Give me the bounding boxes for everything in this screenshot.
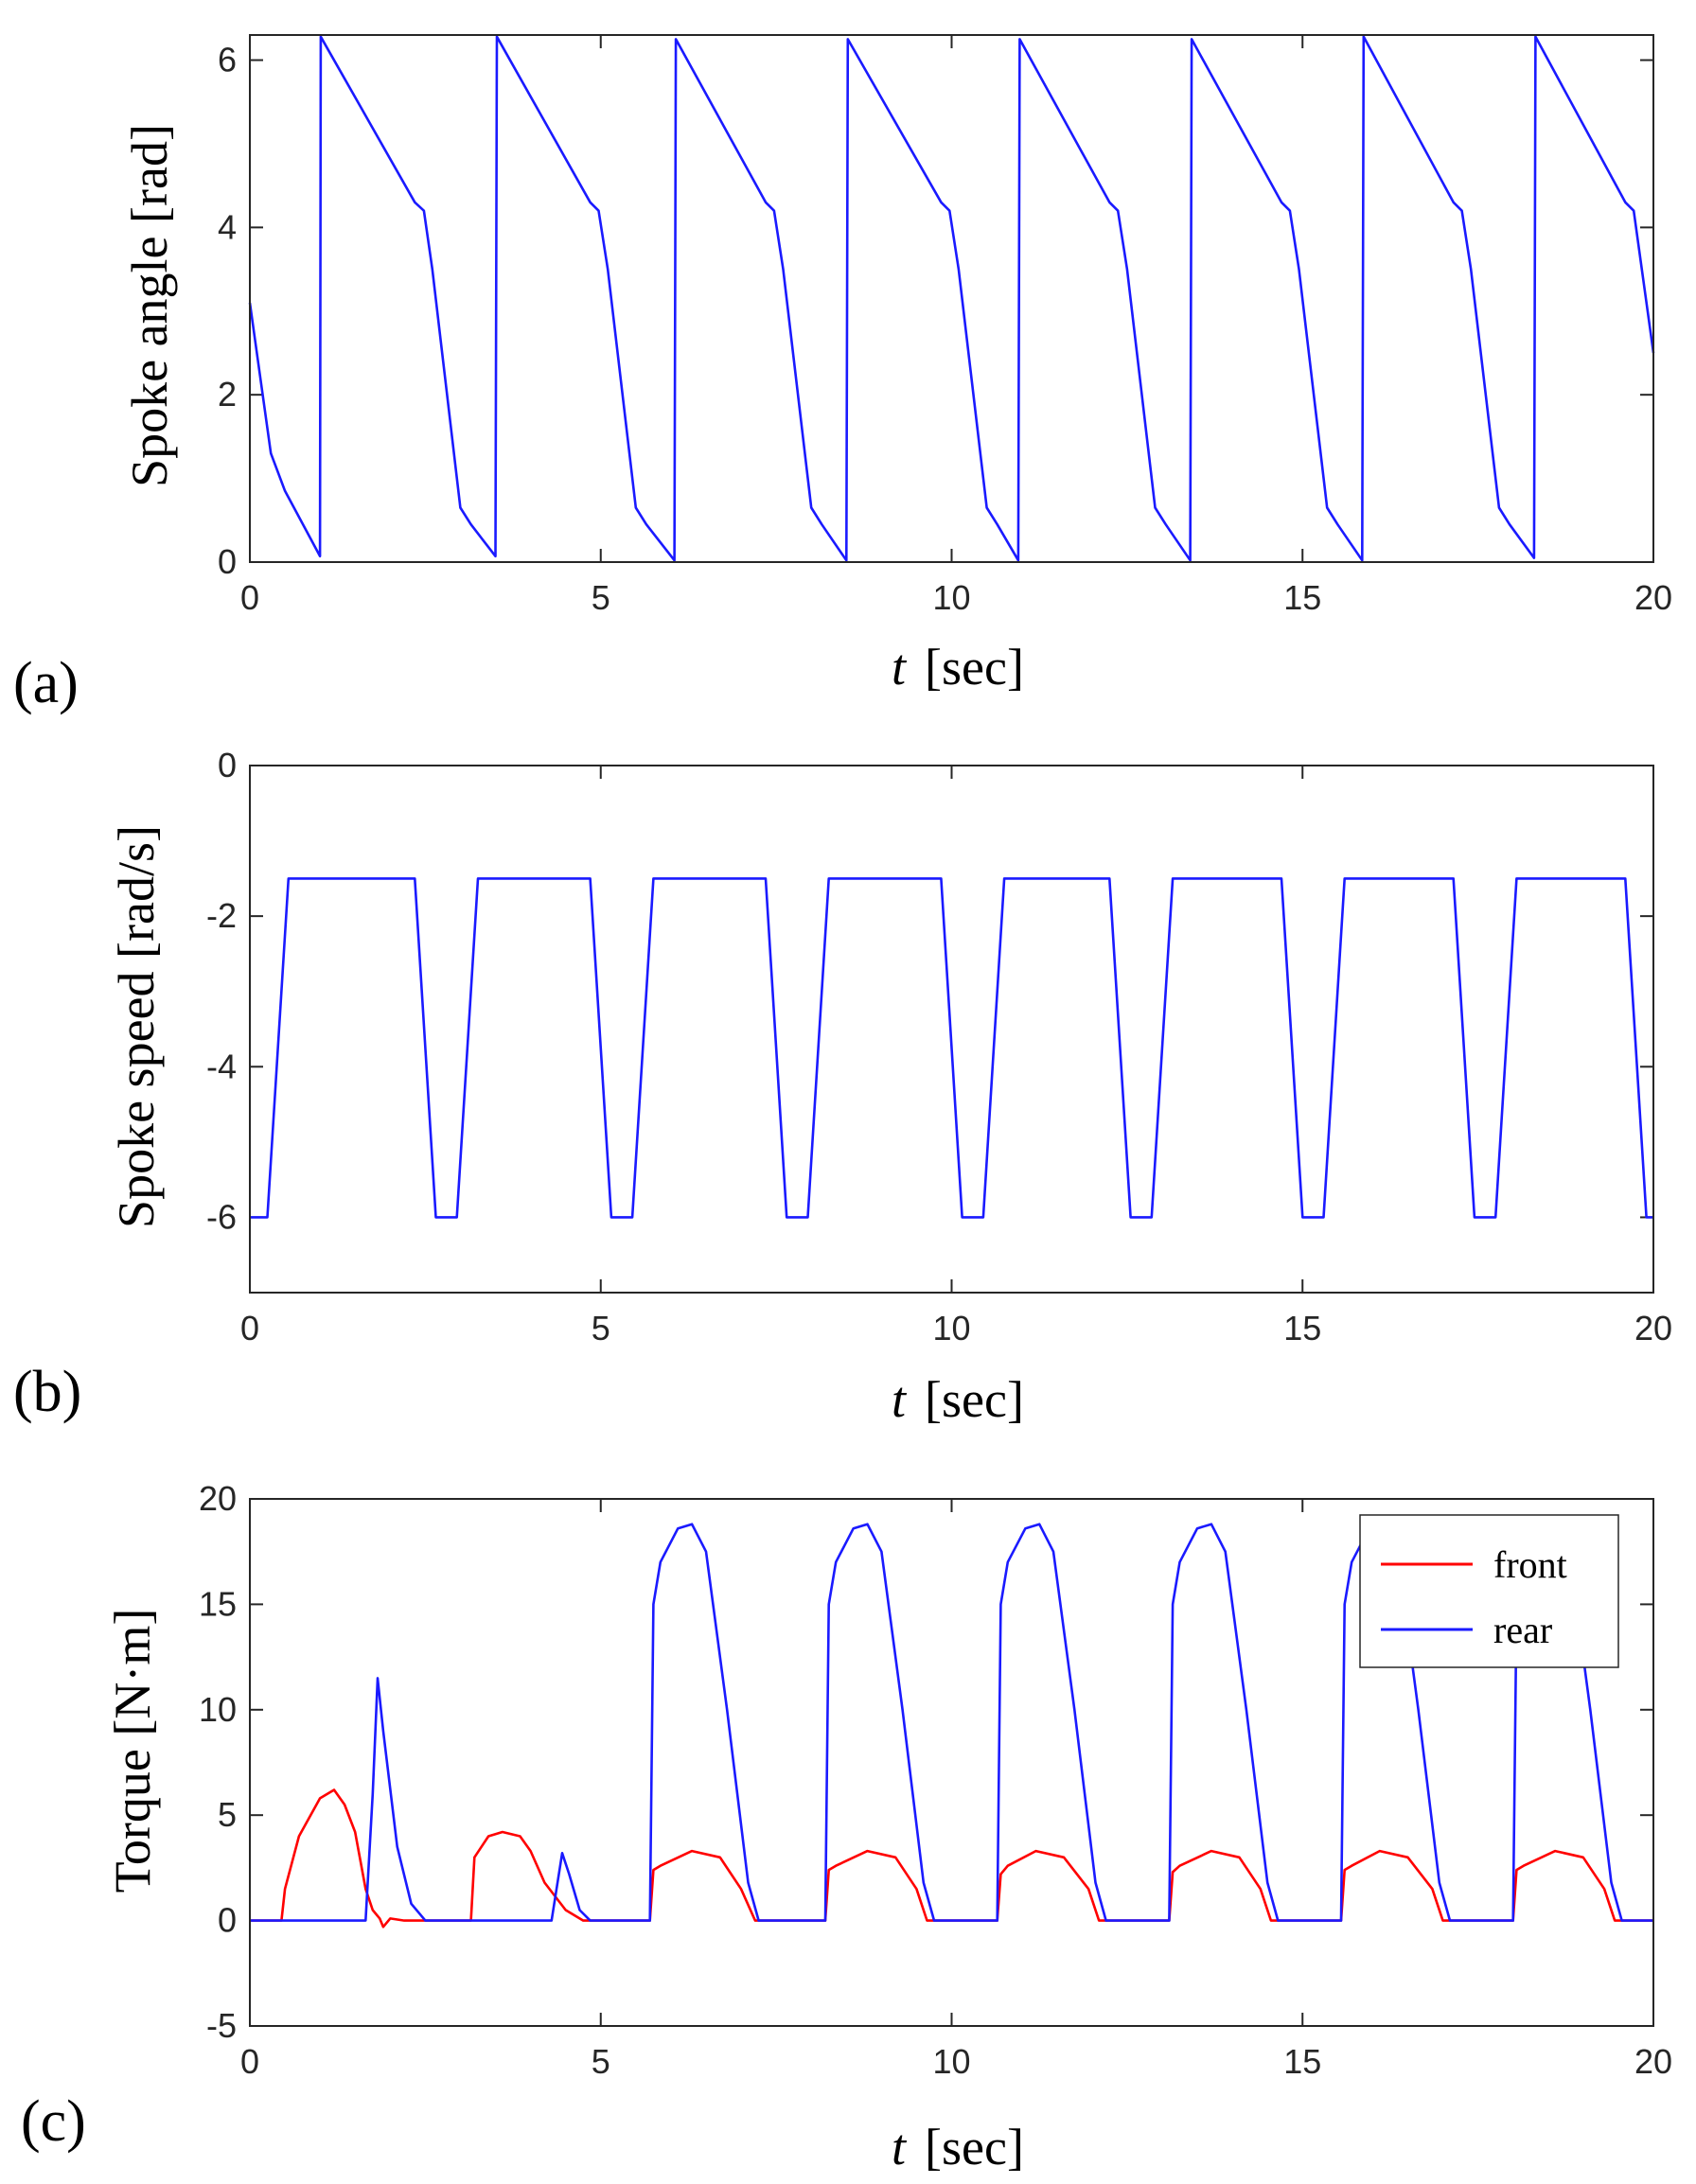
plot-frame-b (249, 765, 1654, 1294)
y-tick-label: -4 (206, 1047, 237, 1085)
y-tick-label: 6 (218, 41, 237, 79)
x-axis-label-a: t [sec] (892, 639, 1024, 696)
legend-label-front: front (1493, 1543, 1567, 1586)
x-axis-label-unit-c: [sec] (925, 2119, 1024, 2175)
panel-c: (c) Torque [N·m] t [sec] 0 5 10 15 20-5051015… (21, 1479, 1672, 2175)
x-tick-label: 15 (1283, 1309, 1321, 1347)
y-tick-label: 20 (199, 1479, 237, 1518)
series-line-rear (250, 1523, 1653, 1922)
y-tick-label: -5 (206, 2006, 237, 2045)
y-tick-label: 5 (218, 1795, 237, 1834)
legend: front rear (1359, 1514, 1619, 1668)
plot-frame-c (249, 1498, 1654, 2027)
x-axis-label-b: t [sec] (892, 1371, 1024, 1428)
legend-box (1359, 1514, 1619, 1668)
legend-label-rear: rear (1493, 1609, 1552, 1651)
x-tick-label: 0 (240, 578, 259, 617)
x-tick-label: 5 (592, 578, 610, 617)
plot-frame-a (249, 34, 1654, 563)
x-axis-label-italic-b: t (892, 1371, 908, 1428)
y-axis-label-a: Spoke angle [rad] (121, 124, 178, 487)
x-axis-label-unit-b: [sec] (925, 1371, 1024, 1428)
x-tick-label: 15 (1283, 578, 1321, 617)
series-group-a (248, 35, 1655, 562)
x-tick-label: 0 (240, 2042, 259, 2081)
x-tick-label: 20 (1634, 578, 1672, 617)
series-group-c (250, 1523, 1653, 1929)
x-tick-label: 10 (932, 2042, 970, 2081)
y-tick-label: 2 (218, 375, 237, 414)
x-axis-label-c: t [sec] (892, 2119, 1024, 2175)
y-tick-label: -6 (206, 1197, 237, 1236)
y-tick-label: 0 (218, 542, 237, 581)
y-tick-label: 4 (218, 207, 237, 246)
panel-label-a: (a) (13, 651, 79, 715)
x-axis-label-italic-c: t (892, 2119, 908, 2175)
y-axis-label-c: Torque [N·m] (104, 1609, 161, 1893)
x-tick-label: 10 (932, 1309, 970, 1347)
tick-group-b: 0 5 10 15 20 0 -2 -4 -6 (206, 746, 1672, 1347)
y-tick-label: -2 (206, 896, 237, 935)
x-tick-label: 15 (1283, 2042, 1321, 2081)
x-tick-label: 20 (1634, 1309, 1672, 1347)
y-tick-label: 15 (199, 1584, 237, 1623)
series-line-front (250, 1788, 1653, 1929)
x-axis-label-unit-a: [sec] (925, 639, 1024, 696)
x-tick-label: 5 (592, 1309, 610, 1347)
y-axis-label-b: Spoke speed [rad/s] (108, 825, 165, 1228)
x-tick-label: 10 (932, 578, 970, 617)
series-group-b (250, 877, 1653, 1219)
tick-group-a: 0 5 10 15 20 0 2 4 6 (218, 35, 1672, 617)
panel-b: (b) Spoke speed [rad/s] t [sec] 0 5 10 15 200… (13, 746, 1672, 1428)
y-tick-label: 0 (218, 1901, 237, 1940)
y-tick-label: 10 (199, 1690, 237, 1729)
panel-label-b: (b) (13, 1360, 81, 1424)
series-line-spoke-speed (250, 877, 1653, 1219)
x-tick-label: 0 (240, 1309, 259, 1347)
y-tick-label: 0 (218, 746, 237, 784)
x-axis-label-italic-a: t (892, 639, 908, 696)
x-tick-label: 5 (592, 2042, 610, 2081)
x-tick-label: 20 (1634, 2042, 1672, 2081)
series-line-spoke-angle (248, 35, 1655, 562)
panel-a: (a) Spoke angle [rad] t [sec] 0 5 10 15 20 0 2 4… (13, 34, 1672, 715)
panel-label-c: (c) (21, 2089, 86, 2154)
